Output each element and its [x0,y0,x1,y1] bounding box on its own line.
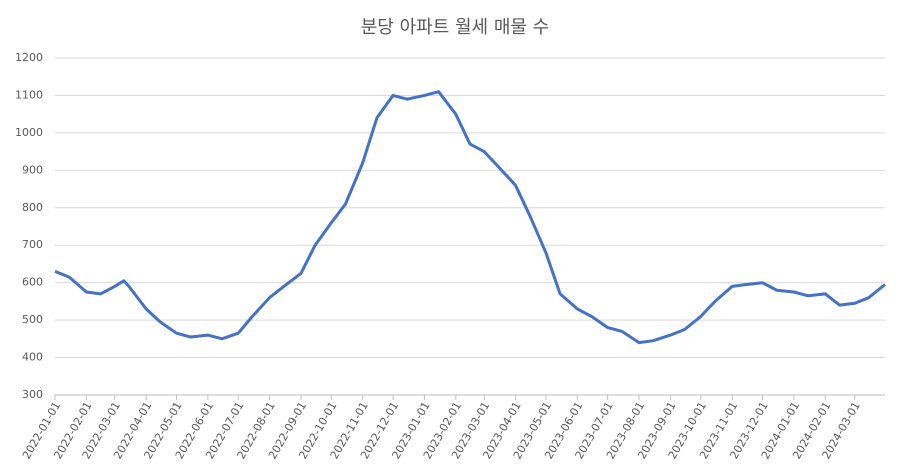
y-tick-label: 900 [22,163,43,176]
y-tick-label: 1100 [15,88,43,101]
y-tick-label: 400 [22,351,43,364]
y-tick-label: 700 [22,238,43,251]
y-tick-label: 600 [22,276,43,289]
y-tick-label: 1200 [15,51,43,64]
y-tick-label: 300 [22,388,43,401]
y-tick-label: 800 [22,201,43,214]
y-tick-label: 1000 [15,126,43,139]
chart-title: 분당 아파트 월세 매물 수 [361,17,550,38]
y-tick-label: 500 [22,313,43,326]
line-series [54,90,886,345]
